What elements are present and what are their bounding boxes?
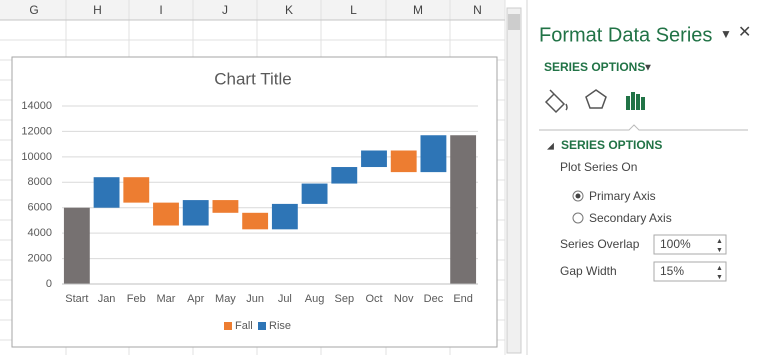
x-tick-label: Mar xyxy=(157,293,176,305)
plot: 0 2000 4000 6000 8000 10000 12000 14000 Start Jan… xyxy=(21,100,478,332)
overlap-value[interactable]: 100% xyxy=(660,237,691,251)
chart-area[interactable] xyxy=(11,56,498,348)
x-tick-label: Feb xyxy=(127,293,146,305)
chart-title[interactable]: Chart Title xyxy=(214,69,291,88)
rise-bar xyxy=(271,203,298,230)
column-header: I xyxy=(159,3,162,17)
fall-bar xyxy=(212,200,239,213)
y-tick-label: 4000 xyxy=(28,227,52,239)
svg-text:▼: ▼ xyxy=(716,247,723,254)
y-tick-label: 14000 xyxy=(21,100,52,112)
overlap-label: Series Overlap xyxy=(560,237,640,251)
total-bar xyxy=(450,135,477,284)
y-tick-label: 0 xyxy=(46,278,52,290)
dropdown-arrow[interactable]: ▼ xyxy=(643,63,653,74)
rise-bar xyxy=(420,135,447,173)
column-header: M xyxy=(413,3,423,17)
column-header-bar xyxy=(0,0,505,20)
legend-label: Fall xyxy=(235,320,253,332)
rise-bar xyxy=(93,177,120,208)
svg-text:▼: ▼ xyxy=(716,274,723,281)
effects-icon[interactable] xyxy=(585,89,607,109)
legend-swatch xyxy=(224,322,232,330)
pane-title: Format Data Series xyxy=(539,24,712,46)
column-header: G xyxy=(29,3,38,17)
rise-bar xyxy=(182,200,209,226)
section-title[interactable]: SERIES OPTIONS xyxy=(561,138,662,152)
fill-icon[interactable] xyxy=(544,89,568,114)
y-tick-label: 2000 xyxy=(28,252,52,264)
collapse-arrow[interactable]: ◢ xyxy=(547,140,554,150)
x-tick-label: Oct xyxy=(365,293,382,305)
scrollbar[interactable] xyxy=(506,7,522,354)
svg-text:▲: ▲ xyxy=(716,265,723,272)
x-tick-label: Start xyxy=(65,293,88,305)
x-tick-label: Aug xyxy=(305,293,325,305)
legend-label: Rise xyxy=(269,320,291,332)
plot-on-label: Plot Series On xyxy=(560,160,637,174)
rise-bar xyxy=(331,167,358,184)
x-tick-label: Apr xyxy=(187,293,204,305)
gap-input[interactable] xyxy=(653,261,727,282)
format-pane xyxy=(527,0,757,355)
tab-divider xyxy=(539,124,748,131)
x-tick-label: Sep xyxy=(334,293,354,305)
overlap-input[interactable] xyxy=(653,234,727,255)
legend-swatch xyxy=(258,322,266,330)
column-header: L xyxy=(350,3,357,17)
series-options-icon[interactable] xyxy=(626,92,645,110)
y-tick-label: 10000 xyxy=(21,151,52,163)
y-tick-label: 6000 xyxy=(28,202,52,214)
y-tick-label: 12000 xyxy=(21,125,52,137)
x-tick-label: Nov xyxy=(394,293,414,305)
options-dropdown[interactable]: SERIES OPTIONS xyxy=(544,60,645,74)
column-header: K xyxy=(285,3,293,17)
svg-text:▲: ▲ xyxy=(716,238,723,245)
radio-secondary-label[interactable]: Secondary Axis xyxy=(589,211,672,225)
y-tick-label: 8000 xyxy=(28,176,52,188)
radio-secondary[interactable] xyxy=(572,212,584,224)
pane-menu[interactable]: ▼ xyxy=(720,27,732,41)
gap-label: Gap Width xyxy=(560,264,617,278)
radio-primary-label[interactable]: Primary Axis xyxy=(589,189,656,203)
fall-bar xyxy=(123,177,150,203)
fall-bar xyxy=(153,202,179,226)
rise-bar xyxy=(301,183,328,204)
column-header: J xyxy=(222,3,228,17)
x-tick-label: End xyxy=(453,293,473,305)
gap-value[interactable]: 15% xyxy=(660,264,684,278)
x-tick-label: Dec xyxy=(424,293,444,305)
column-header: H xyxy=(93,3,102,17)
x-tick-label: Jul xyxy=(278,293,292,305)
pane-close[interactable]: ✕ xyxy=(738,24,751,41)
fall-bar xyxy=(242,212,269,230)
column-header: N xyxy=(473,3,482,17)
x-tick-label: Jun xyxy=(246,293,264,305)
x-tick-label: Jan xyxy=(98,293,116,305)
total-bar xyxy=(63,207,90,284)
fall-bar xyxy=(390,150,417,173)
scroll-thumb[interactable] xyxy=(508,14,520,30)
rise-bar xyxy=(361,150,387,168)
x-tick-label: May xyxy=(215,293,236,305)
